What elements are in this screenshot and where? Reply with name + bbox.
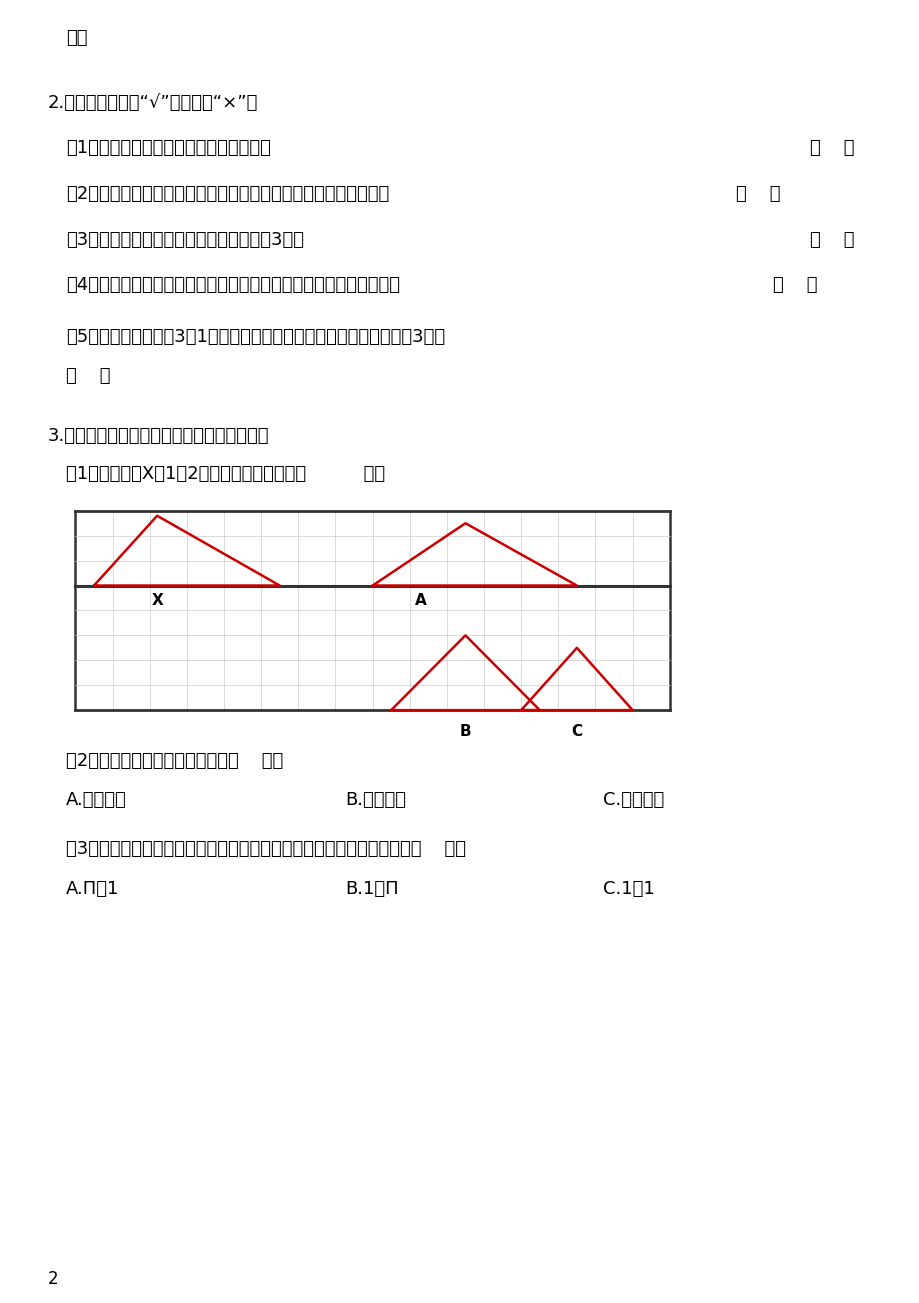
- Text: 2: 2: [48, 1270, 59, 1289]
- Text: （4）在比例中，两个内项互为倒数，那么两个外项也一定互为倒数。: （4）在比例中，两个内项互为倒数，那么两个外项也一定互为倒数。: [66, 276, 400, 294]
- Text: C.不成比例: C.不成比例: [602, 791, 664, 809]
- Text: A.成正比例: A.成正比例: [66, 791, 127, 809]
- Text: 2.辨一辨，对的画“√”，错的画“×”。: 2.辨一辨，对的画“√”，错的画“×”。: [48, 94, 258, 112]
- Text: （2）三角形的面积一定，底和高（    ）。: （2）三角形的面积一定，底和高（ ）。: [66, 752, 283, 770]
- Text: （    ）: （ ）: [809, 231, 853, 249]
- Text: （    ）: （ ）: [66, 367, 110, 386]
- Text: （2）如果两个圆柱底面半径相等，那么它们的表面积也一定相等。: （2）如果两个圆柱底面半径相等，那么它们的表面积也一定相等。: [66, 185, 389, 203]
- Text: C: C: [571, 724, 582, 739]
- Text: （3）等底等高的圆柱的体积是圆锥体积的3倍。: （3）等底等高的圆柱的体积是圆锥体积的3倍。: [66, 231, 304, 249]
- Text: （    ）: （ ）: [735, 185, 779, 203]
- Text: A.Π：1: A.Π：1: [66, 880, 119, 898]
- Text: B.成反比例: B.成反比例: [345, 791, 405, 809]
- Text: （3）一个圆柱的侧面展开后是正方形，这个圆柱的高和底面直径的比是（    ）。: （3）一个圆柱的侧面展开后是正方形，这个圆柱的高和底面直径的比是（ ）。: [66, 840, 466, 859]
- Text: （1）在数轴上，左边的数比右边的数大。: （1）在数轴上，左边的数比右边的数大。: [66, 139, 271, 158]
- Text: A: A: [414, 593, 426, 609]
- Text: B.1：Π: B.1：Π: [345, 880, 398, 898]
- Text: 3.选一选，将正确答案前的字母填在括号里。: 3.选一选，将正确答案前的字母填在括号里。: [48, 427, 269, 446]
- Text: （    ）: （ ）: [772, 276, 816, 294]
- Text: B: B: [460, 724, 471, 739]
- Text: C.1：1: C.1：1: [602, 880, 653, 898]
- Text: （1）把三角形X扩1：2缩小后得到的图形是（          ）。: （1）把三角形X扩1：2缩小后得到的图形是（ ）。: [66, 465, 385, 483]
- Text: X: X: [151, 593, 163, 609]
- Text: 例。: 例。: [66, 29, 87, 47]
- Text: （    ）: （ ）: [809, 139, 853, 158]
- Text: （5）把一个正方形扡3：1的比例放大后，周长和面积都扩大到原来的3倍。: （5）把一个正方形扡3：1的比例放大后，周长和面积都扩大到原来的3倍。: [66, 328, 445, 347]
